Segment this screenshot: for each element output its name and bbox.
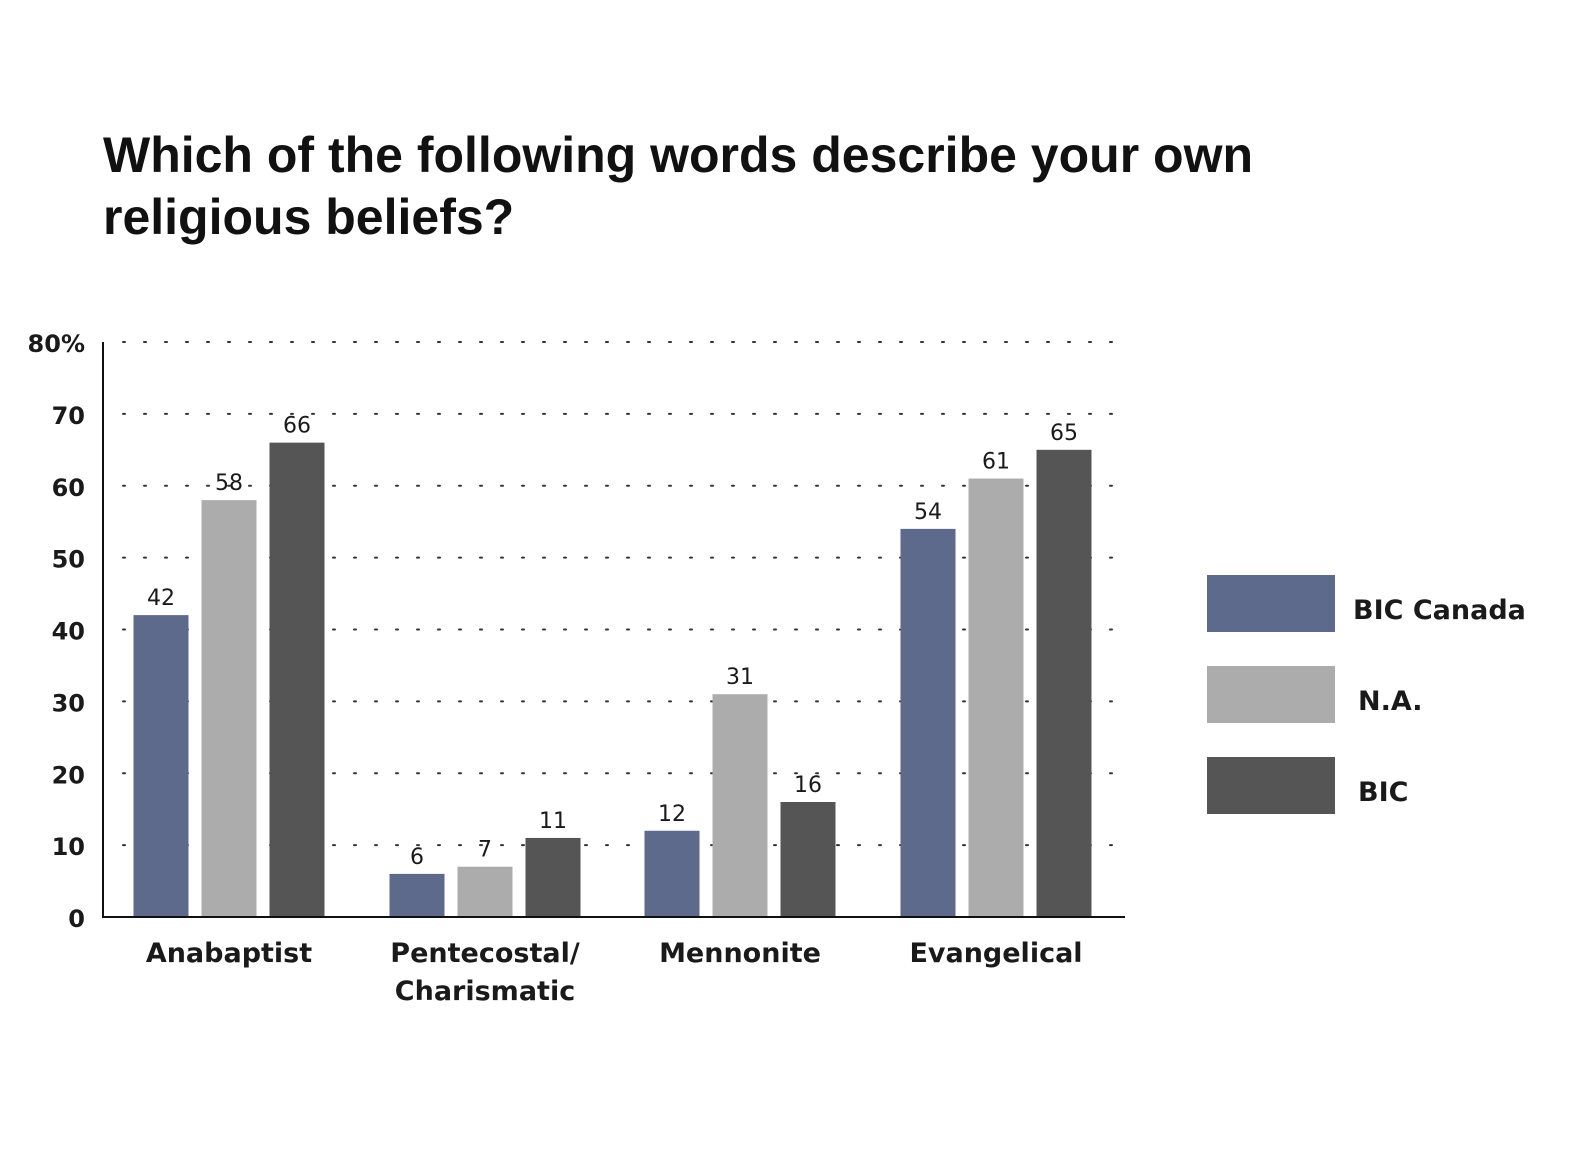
y-tick-label: 40	[52, 618, 85, 646]
labels: 0 10 20 30 40 50 60 70 80% 42 6 12 54 58 7 31 61 66 11 16 65…	[28, 330, 1083, 1007]
category-label: Mennonite	[659, 938, 821, 969]
legend: BIC Canada N.A. BIC	[1207, 575, 1526, 814]
data-label: 12	[658, 802, 686, 827]
data-label: 54	[914, 500, 942, 525]
data-label: 6	[410, 845, 424, 870]
bar	[457, 866, 513, 917]
y-tick-label: 70	[52, 402, 85, 430]
bar	[133, 615, 189, 917]
bars	[133, 442, 1092, 917]
legend-label: N.A.	[1358, 686, 1423, 717]
category-label: Evangelical	[909, 938, 1082, 969]
data-label: 42	[147, 586, 175, 611]
category-label: Anabaptist	[146, 938, 312, 969]
bar	[644, 830, 700, 917]
legend-swatch	[1207, 757, 1335, 814]
y-tick-label: 10	[52, 833, 85, 861]
chart-title: Which of the following words describe yo…	[103, 127, 1254, 245]
legend-label: BIC Canada	[1353, 595, 1526, 626]
data-label: 7	[478, 838, 492, 863]
bar	[780, 802, 836, 917]
y-tick-label: 50	[52, 546, 85, 574]
bar	[1036, 449, 1092, 917]
bar	[269, 442, 325, 917]
bar	[201, 500, 257, 917]
bar	[900, 528, 956, 917]
y-tick-label: 60	[52, 474, 85, 502]
data-label: 66	[283, 414, 311, 439]
bar	[712, 694, 768, 917]
category-label: Pentecostal/	[390, 938, 580, 969]
y-tick-label: 0	[68, 905, 85, 933]
data-label: 11	[539, 809, 567, 834]
bar	[389, 873, 445, 917]
bar	[968, 478, 1024, 917]
data-label: 65	[1050, 421, 1078, 446]
data-label: 31	[726, 665, 754, 690]
axes	[102, 342, 1125, 918]
data-label: 61	[982, 450, 1010, 475]
legend-swatch	[1207, 575, 1335, 632]
category-label: Charismatic	[395, 976, 575, 1007]
y-tick-label: 20	[52, 761, 85, 789]
bar	[525, 837, 581, 917]
y-tick-label: 30	[52, 689, 85, 717]
data-label: 16	[794, 773, 822, 798]
data-label: 58	[215, 471, 243, 496]
legend-swatch	[1207, 666, 1335, 723]
legend-label: BIC	[1358, 777, 1408, 808]
y-tick-label: 80%	[28, 330, 85, 358]
